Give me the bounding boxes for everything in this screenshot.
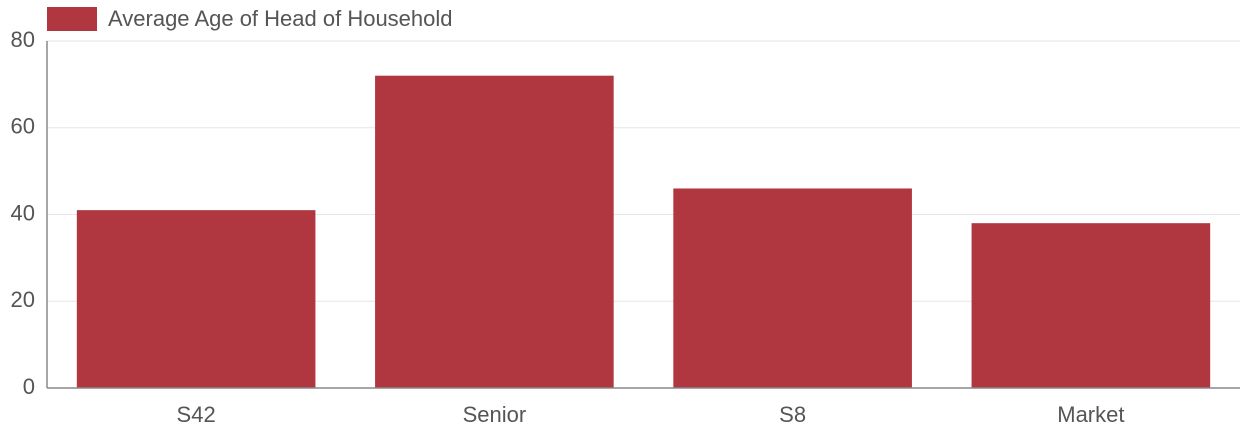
y-tick-label: 0 — [23, 374, 35, 399]
y-tick-label: 60 — [11, 114, 35, 139]
y-tick-label: 40 — [11, 200, 35, 225]
bar — [76, 210, 316, 388]
y-tick-label: 80 — [11, 27, 35, 52]
legend-label: Average Age of Head of Household — [108, 6, 453, 31]
bar — [375, 75, 614, 388]
bar — [971, 223, 1211, 388]
legend-swatch — [47, 7, 97, 31]
x-tick-label: S42 — [177, 402, 216, 427]
bar — [673, 188, 912, 388]
x-tick-label: Market — [1057, 402, 1124, 427]
x-tick-label: Senior — [463, 402, 527, 427]
x-tick-label: S8 — [779, 402, 806, 427]
y-tick-label: 20 — [11, 287, 35, 312]
